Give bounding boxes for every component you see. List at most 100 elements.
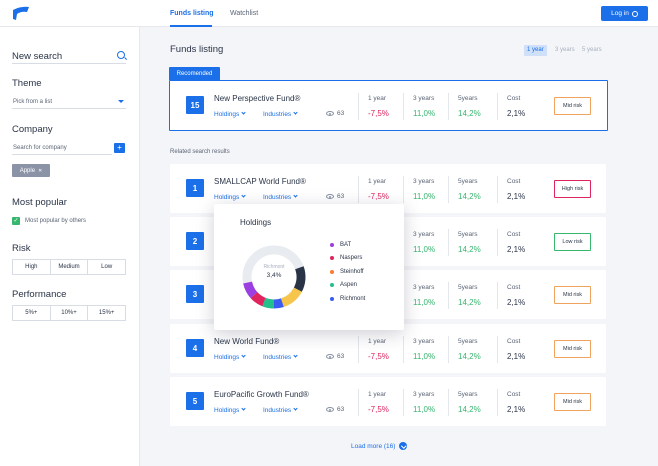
recommended-fund-card[interactable]: 15 New Perspective Fund® Holdings Indust…: [169, 80, 608, 131]
risk-low-option[interactable]: Low: [101, 264, 113, 270]
industries-dropdown[interactable]: Industries: [263, 110, 298, 118]
risk-high-option[interactable]: High: [13, 260, 51, 274]
donut-center-label: Richmont: [263, 264, 285, 270]
view-count: 63: [337, 353, 345, 360]
chevron-down-icon: [293, 353, 298, 358]
search-icon[interactable]: [117, 51, 125, 59]
five-year-label: 5years: [458, 284, 478, 291]
five-year-return: 14,2%: [458, 245, 481, 254]
user-icon: [631, 10, 638, 17]
tab-watchlist[interactable]: Watchlist: [230, 10, 259, 17]
fund-name[interactable]: New World Fund®: [214, 337, 280, 346]
legend-item: BAT: [330, 238, 365, 252]
one-year-label: 1 year: [368, 338, 387, 345]
three-year-return: 11,0%: [413, 192, 436, 201]
eye-icon: [326, 354, 334, 359]
three-year-return: 11,0%: [413, 245, 436, 254]
three-year-return: 11,0%: [413, 405, 436, 414]
company-search-input[interactable]: Search for company: [13, 145, 67, 151]
divider: [448, 176, 449, 203]
cost-value: 2,1%: [507, 405, 526, 414]
fund-rank-badge: 3: [186, 285, 204, 303]
cost-value: 2,1%: [507, 298, 526, 307]
legend-dot: [330, 256, 334, 261]
holdings-dropdown[interactable]: Holdings: [214, 110, 246, 118]
performance-10-option[interactable]: 10%+: [51, 306, 89, 320]
legend-dot: [330, 269, 334, 274]
period-5-years[interactable]: 5 years: [582, 47, 602, 53]
one-year-label: 1 year: [368, 391, 387, 398]
fund-card[interactable]: 4 New World Fund® Holdings Industries 63…: [170, 324, 606, 373]
performance-15-option[interactable]: 15%+: [98, 310, 115, 316]
logo-icon[interactable]: [12, 6, 30, 21]
holdings-dropdown[interactable]: Holdings: [214, 353, 246, 361]
risk-badge-button[interactable]: Low risk: [554, 233, 591, 251]
cost-label: Cost: [507, 178, 521, 185]
fund-name[interactable]: New Perspective Fund®: [214, 94, 301, 103]
one-year-label: 1 year: [368, 95, 387, 102]
divider: [448, 282, 449, 309]
industries-label: Industries: [263, 354, 292, 361]
industries-label: Industries: [263, 194, 292, 201]
five-year-label: 5years: [458, 178, 478, 185]
divider: [403, 93, 404, 120]
divider: [497, 389, 498, 416]
holdings-label: Holdings: [214, 111, 240, 118]
fund-name[interactable]: EuroPacific Growth Fund®: [214, 390, 309, 399]
five-year-return: 14,2%: [458, 192, 481, 201]
risk-medium-option[interactable]: Medium: [51, 260, 89, 274]
load-more-button[interactable]: Load more (16): [351, 442, 408, 450]
donut-center-value: 3,4%: [266, 272, 282, 279]
eye-icon: [326, 111, 334, 116]
fund-card[interactable]: 5 EuroPacific Growth Fund® Holdings Indu…: [170, 377, 606, 426]
risk-badge-button[interactable]: Mid risk: [554, 393, 591, 411]
fund-rank-badge: 4: [186, 339, 204, 357]
divider: [448, 389, 449, 416]
holdings-popup: Holdings Richmont 3,4% BAT Naspers Stein…: [214, 204, 404, 330]
legend-item: Naspers: [330, 252, 365, 266]
fund-name[interactable]: SMALLCAP World Fund®: [214, 177, 306, 186]
period-3-years[interactable]: 3 years: [555, 47, 575, 53]
risk-badge-button[interactable]: Mid risk: [554, 97, 591, 115]
risk-badge-button[interactable]: High risk: [554, 180, 591, 198]
most-popular-checkbox[interactable]: ✓: [12, 217, 20, 225]
login-button[interactable]: Log in: [601, 6, 648, 21]
close-icon[interactable]: ✕: [38, 167, 43, 174]
risk-badge-button[interactable]: Mid risk: [554, 340, 591, 358]
three-year-return: 11,0%: [413, 352, 436, 361]
theme-select[interactable]: Pick from a list: [13, 99, 53, 105]
most-popular-title: Most popular: [12, 197, 67, 208]
eye-icon: [326, 194, 334, 199]
risk-badge-button[interactable]: Mid risk: [554, 286, 591, 304]
search-input[interactable]: New search: [12, 51, 63, 62]
fund-rank-badge: 15: [186, 96, 204, 114]
cost-label: Cost: [507, 231, 521, 238]
three-year-label: 3 years: [413, 231, 435, 238]
chevron-down-icon[interactable]: [118, 100, 124, 103]
tab-funds-listing[interactable]: Funds listing: [170, 10, 214, 17]
five-year-return: 14,2%: [458, 352, 481, 361]
divider: [497, 336, 498, 363]
cost-label: Cost: [507, 95, 521, 102]
cost-value: 2,1%: [507, 192, 526, 201]
five-year-label: 5years: [458, 338, 478, 345]
divider: [358, 389, 359, 416]
legend-label: Richmont: [340, 295, 366, 302]
add-company-button[interactable]: +: [114, 143, 125, 153]
holdings-dropdown[interactable]: Holdings: [214, 406, 246, 414]
cost-value: 2,1%: [507, 352, 526, 361]
legend-dot: [330, 242, 334, 247]
industries-dropdown[interactable]: Industries: [263, 353, 298, 361]
performance-5-option[interactable]: 5%+: [13, 306, 51, 320]
most-popular-label: Most popular by others: [25, 218, 87, 224]
holdings-dropdown[interactable]: Holdings: [214, 193, 246, 201]
industries-dropdown[interactable]: Industries: [263, 193, 298, 201]
divider: [358, 93, 359, 120]
cost-label: Cost: [507, 284, 521, 291]
one-year-return: -7,5%: [368, 405, 389, 414]
donut-segment: [273, 298, 284, 309]
industries-dropdown[interactable]: Industries: [263, 406, 298, 414]
divider: [358, 176, 359, 203]
period-1-year[interactable]: 1 year: [524, 45, 547, 56]
cost-value: 2,1%: [507, 109, 526, 118]
